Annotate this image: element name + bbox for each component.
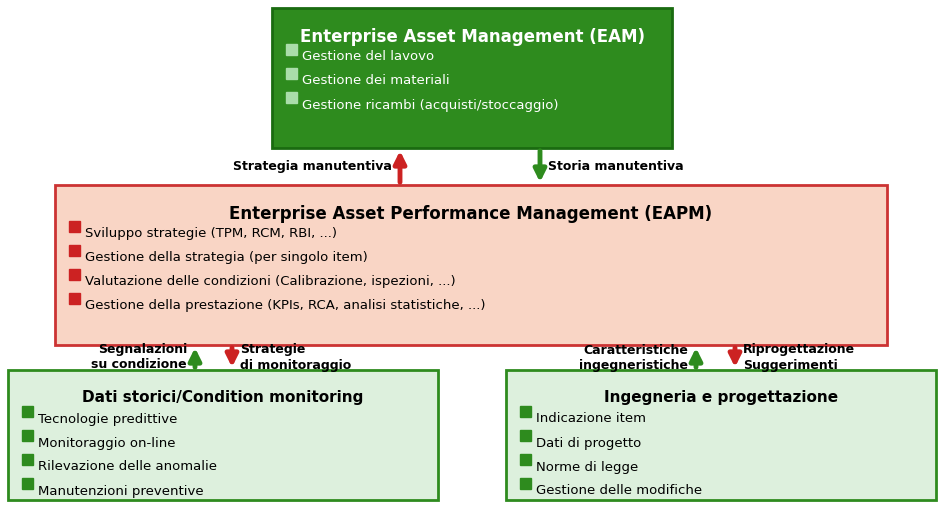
Text: Gestione delle modifiche: Gestione delle modifiche — [536, 484, 702, 498]
Text: Rilevazione delle anomalie: Rilevazione delle anomalie — [38, 460, 217, 474]
Text: Storia manutentiva: Storia manutentiva — [548, 160, 683, 173]
Text: Gestione del lavovo: Gestione del lavovo — [302, 51, 434, 63]
Text: Segnalazioni
su condizione: Segnalazioni su condizione — [92, 344, 187, 372]
FancyBboxPatch shape — [506, 370, 936, 500]
FancyBboxPatch shape — [520, 454, 531, 465]
Text: Ingegneria e progettazione: Ingegneria e progettazione — [604, 390, 838, 405]
FancyBboxPatch shape — [22, 454, 33, 465]
Text: Gestione della strategia (per singolo item): Gestione della strategia (per singolo it… — [85, 251, 368, 265]
FancyBboxPatch shape — [22, 430, 33, 441]
Text: Gestione dei materiali: Gestione dei materiali — [302, 75, 449, 88]
Text: Manutenzioni preventive: Manutenzioni preventive — [38, 484, 204, 498]
Text: Strategie
di monitoraggio: Strategie di monitoraggio — [240, 344, 351, 372]
FancyBboxPatch shape — [69, 293, 80, 304]
FancyBboxPatch shape — [22, 406, 33, 417]
Text: Enterprise Asset Performance Management (EAPM): Enterprise Asset Performance Management … — [229, 205, 713, 223]
Text: Gestione della prestazione (KPIs, RCA, analisi statistiche, ...): Gestione della prestazione (KPIs, RCA, a… — [85, 300, 485, 312]
Text: Gestione ricambi (acquisti/stoccaggio): Gestione ricambi (acquisti/stoccaggio) — [302, 98, 559, 112]
FancyBboxPatch shape — [272, 8, 672, 148]
Text: Caratteristiche
ingegneristiche: Caratteristiche ingegneristiche — [579, 344, 688, 372]
Text: Tecnologie predittive: Tecnologie predittive — [38, 413, 177, 425]
FancyBboxPatch shape — [286, 92, 297, 103]
FancyBboxPatch shape — [8, 370, 438, 500]
FancyBboxPatch shape — [286, 44, 297, 55]
Text: Dati di progetto: Dati di progetto — [536, 437, 641, 450]
Text: Dati storici/Condition monitoring: Dati storici/Condition monitoring — [82, 390, 363, 405]
FancyBboxPatch shape — [22, 478, 33, 489]
Text: Riprogettazione
Suggerimenti: Riprogettazione Suggerimenti — [743, 344, 855, 372]
Text: Monitoraggio on-line: Monitoraggio on-line — [38, 437, 176, 450]
Text: Enterprise Asset Management (EAM): Enterprise Asset Management (EAM) — [299, 28, 645, 46]
Text: Strategia manutentiva: Strategia manutentiva — [233, 160, 392, 173]
FancyBboxPatch shape — [55, 185, 887, 345]
FancyBboxPatch shape — [520, 478, 531, 489]
Text: Valutazione delle condizioni (Calibrazione, ispezioni, ...): Valutazione delle condizioni (Calibrazio… — [85, 275, 456, 288]
FancyBboxPatch shape — [69, 221, 80, 232]
Text: Sviluppo strategie (TPM, RCM, RBI, ...): Sviluppo strategie (TPM, RCM, RBI, ...) — [85, 227, 337, 241]
FancyBboxPatch shape — [520, 430, 531, 441]
FancyBboxPatch shape — [286, 68, 297, 79]
Text: Indicazione item: Indicazione item — [536, 413, 646, 425]
FancyBboxPatch shape — [69, 269, 80, 280]
FancyBboxPatch shape — [520, 406, 531, 417]
Text: Norme di legge: Norme di legge — [536, 460, 638, 474]
FancyBboxPatch shape — [69, 245, 80, 256]
